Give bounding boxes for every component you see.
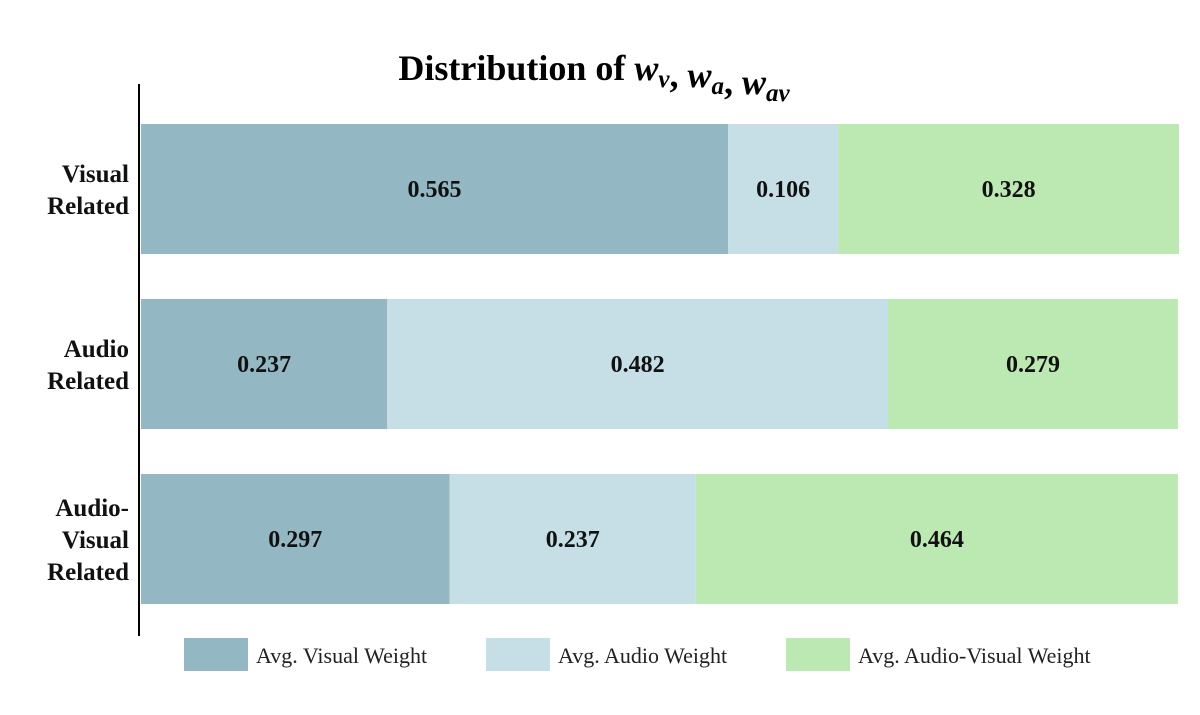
- bars-group: [141, 124, 1179, 604]
- category-label: Visual Related: [47, 161, 129, 220]
- legend-swatch: [184, 638, 248, 671]
- title-part: ,: [724, 62, 742, 102]
- category-label-line: Related: [47, 559, 129, 586]
- category-label-line: Related: [47, 193, 129, 220]
- bar-segment: [141, 124, 729, 254]
- data-label: 0.106: [756, 177, 810, 203]
- title-part: w: [688, 55, 713, 95]
- legend-item: Avg. Visual Weight: [184, 638, 427, 671]
- bar-segment: [728, 124, 839, 254]
- title-part: w: [742, 62, 767, 102]
- category-labels-group: Visual Related Audio Related Audio- Visual Rel…: [47, 161, 129, 586]
- data-labels-group: 0.565 0.106 0.328 0.237 0.482 0.279 0.297 0.237…: [237, 177, 1060, 553]
- bar-segment: [888, 299, 1178, 429]
- legend-label: Avg. Visual Weight: [256, 643, 427, 668]
- legend-label: Avg. Audio Weight: [558, 643, 727, 668]
- category-label: Audio- Visual Related: [47, 495, 129, 586]
- legend-label: Avg. Audio-Visual Weight: [858, 643, 1091, 668]
- title-part: w: [634, 48, 659, 88]
- category-label-line: Audio: [64, 336, 129, 363]
- title-subscript: v: [658, 66, 670, 93]
- data-label: 0.464: [910, 527, 964, 553]
- category-label-line: Related: [47, 368, 129, 395]
- category-label-line: Visual: [62, 161, 129, 188]
- bar-segment: [141, 299, 388, 429]
- title-subscript: av: [766, 80, 791, 107]
- title-part: Distribution of: [398, 48, 634, 88]
- bar-segment: [695, 474, 1178, 604]
- data-label: 0.279: [1006, 352, 1060, 378]
- title-part: ,: [670, 55, 688, 95]
- data-label: 0.482: [611, 352, 665, 378]
- data-label: 0.297: [268, 527, 322, 553]
- data-label: 0.328: [982, 177, 1036, 203]
- data-label: 0.237: [546, 527, 600, 553]
- legend-item: Avg. Audio Weight: [486, 638, 727, 671]
- category-label-line: Visual: [62, 527, 129, 554]
- legend-swatch: [786, 638, 850, 671]
- title-subscript: a: [712, 73, 725, 100]
- data-label: 0.565: [408, 177, 462, 203]
- chart-title: Distribution of wv, wa, wav: [398, 48, 790, 107]
- category-label-line: Audio-: [55, 495, 129, 522]
- category-label: Audio Related: [47, 336, 129, 395]
- legend: Avg. Visual Weight Avg. Audio Weight Avg. …: [184, 638, 1091, 671]
- bar-segment: [141, 474, 450, 604]
- bar-segment: [449, 474, 696, 604]
- bar-segment: [838, 124, 1179, 254]
- legend-swatch: [486, 638, 550, 671]
- legend-item: Avg. Audio-Visual Weight: [786, 638, 1091, 671]
- data-label: 0.237: [237, 352, 291, 378]
- bar-segment: [387, 299, 889, 429]
